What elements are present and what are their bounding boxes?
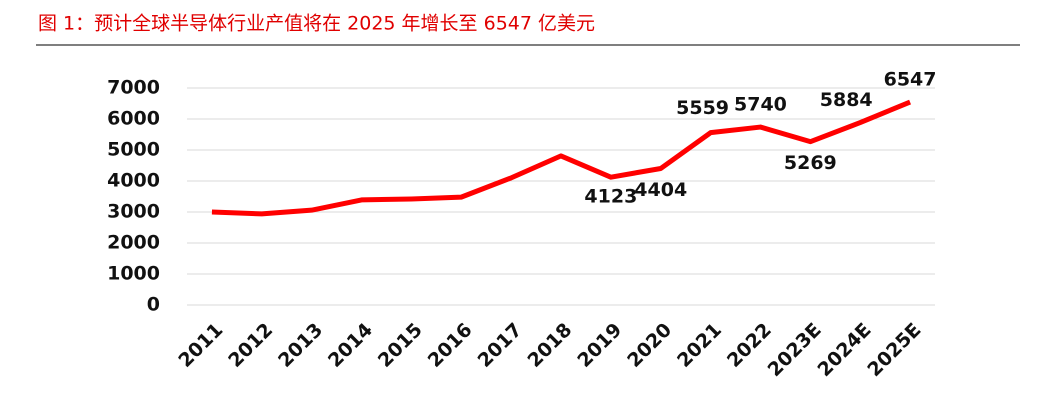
y-tick-label: 5000 — [107, 139, 160, 161]
y-tick-label: 6000 — [107, 108, 160, 130]
data-label: 5884 — [820, 89, 873, 111]
x-tick-label: 2016 — [424, 319, 477, 372]
y-tick-label: 1000 — [107, 263, 160, 285]
y-tick-label: 7000 — [107, 77, 160, 99]
x-tick-label: 2023E — [764, 319, 826, 381]
data-label: 6547 — [884, 69, 937, 91]
y-tick-label: 2000 — [107, 232, 160, 254]
x-tick-label: 2020 — [623, 319, 676, 372]
x-tick-label: 2015 — [374, 319, 427, 372]
x-tick-label: 2024E — [813, 319, 875, 381]
x-tick-label: 2011 — [174, 319, 227, 372]
chart-title: 图 1：预计全球半导体行业产值将在 2025 年增长至 6547 亿美元 — [38, 13, 595, 35]
y-tick-label: 0 — [147, 294, 160, 316]
data-label: 5269 — [784, 152, 837, 174]
data-label: 5559 — [676, 97, 729, 119]
line — [211, 99, 912, 217]
x-tick-label: 2025E — [863, 319, 925, 381]
x-tick-label: 2014 — [324, 319, 377, 372]
data-label: 4404 — [634, 179, 687, 201]
x-tick-label: 2019 — [573, 319, 626, 372]
y-tick-label: 4000 — [107, 170, 160, 192]
data-label: 4123 — [584, 186, 637, 208]
x-tick-label: 2021 — [673, 319, 726, 372]
data-label: 5740 — [734, 94, 787, 116]
y-tick-label: 3000 — [107, 201, 160, 223]
x-tick-label: 2012 — [224, 319, 277, 372]
x-tick-label: 2017 — [474, 319, 527, 372]
x-tick-label: 2013 — [274, 319, 327, 372]
x-tick-label: 2018 — [523, 319, 576, 372]
